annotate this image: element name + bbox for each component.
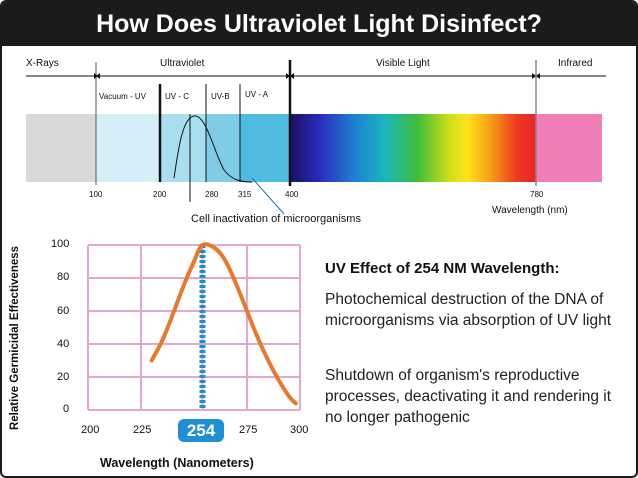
info-heading: UV Effect of 254 NM Wavelength: <box>325 260 560 277</box>
germicidal-chart <box>87 242 301 411</box>
uva-band <box>240 114 290 182</box>
visible-arrowhead-left <box>290 73 294 79</box>
uv-arrowhead-right <box>286 73 290 79</box>
visible-light-label: Visible Light <box>376 58 430 69</box>
y-tick-100: 100 <box>51 238 70 250</box>
title-bar <box>2 2 636 46</box>
uv-a-label: UV - A <box>245 90 269 99</box>
page-title: How Does Ultraviolet Light Disinfect? <box>96 10 542 38</box>
tick-100: 100 <box>89 190 103 199</box>
tick-780: 780 <box>530 190 544 199</box>
y-tick-20: 20 <box>57 371 70 383</box>
uvb-band <box>206 114 240 182</box>
effectiveness-curve <box>149 242 298 406</box>
tick-200: 200 <box>153 190 167 199</box>
xray-band <box>26 114 96 182</box>
tick-315: 315 <box>238 190 252 199</box>
info-paragraph-1: Photochemical destruction of the DNA of … <box>325 291 612 329</box>
chart-x-axis-label: Wavelength (Nanometers) <box>100 456 254 470</box>
chart-y-axis-label: Relative Germicidal Effectiveness <box>9 245 21 431</box>
uv-b-label: UV-B <box>211 92 230 101</box>
y-tick-40: 40 <box>57 338 70 350</box>
uvc-band <box>160 114 206 182</box>
cell-inactivation-label: Cell inactivation of microorganisms <box>191 213 361 225</box>
info-paragraph-2: Shutdown of organism's reproductive proc… <box>325 367 612 426</box>
tick-280: 280 <box>205 190 219 199</box>
vacuum-uv-label: Vacuum - UV <box>99 92 146 101</box>
x-tick-275: 275 <box>239 424 258 436</box>
x-tick-225: 225 <box>133 424 152 436</box>
x-tick-254-highlight: 254 <box>178 419 224 442</box>
infrared-label: Infrared <box>558 58 593 69</box>
tick-400: 400 <box>285 190 299 199</box>
y-tick-60: 60 <box>57 305 70 317</box>
uv-c-label: UV - C <box>165 92 189 101</box>
spectrum-axis-label: Wavelength (nm) <box>492 205 568 216</box>
annotation-pointer <box>251 177 285 215</box>
y-tick-80: 80 <box>57 271 70 283</box>
x-tick-200: 200 <box>81 424 100 436</box>
ultraviolet-label: Ultraviolet <box>160 58 205 69</box>
visible-arrowhead-right <box>532 73 536 79</box>
y-tick-0: 0 <box>63 403 70 415</box>
x-tick-300: 300 <box>290 424 309 436</box>
visible-band <box>290 114 536 182</box>
uv-arrowhead-left <box>96 73 100 79</box>
vacuum-uv-band <box>96 114 160 182</box>
infrared-arrowhead <box>536 73 540 79</box>
spectrum-curve <box>173 115 253 183</box>
infrared-band <box>536 114 602 182</box>
xrays-label: X-Rays <box>26 58 59 69</box>
